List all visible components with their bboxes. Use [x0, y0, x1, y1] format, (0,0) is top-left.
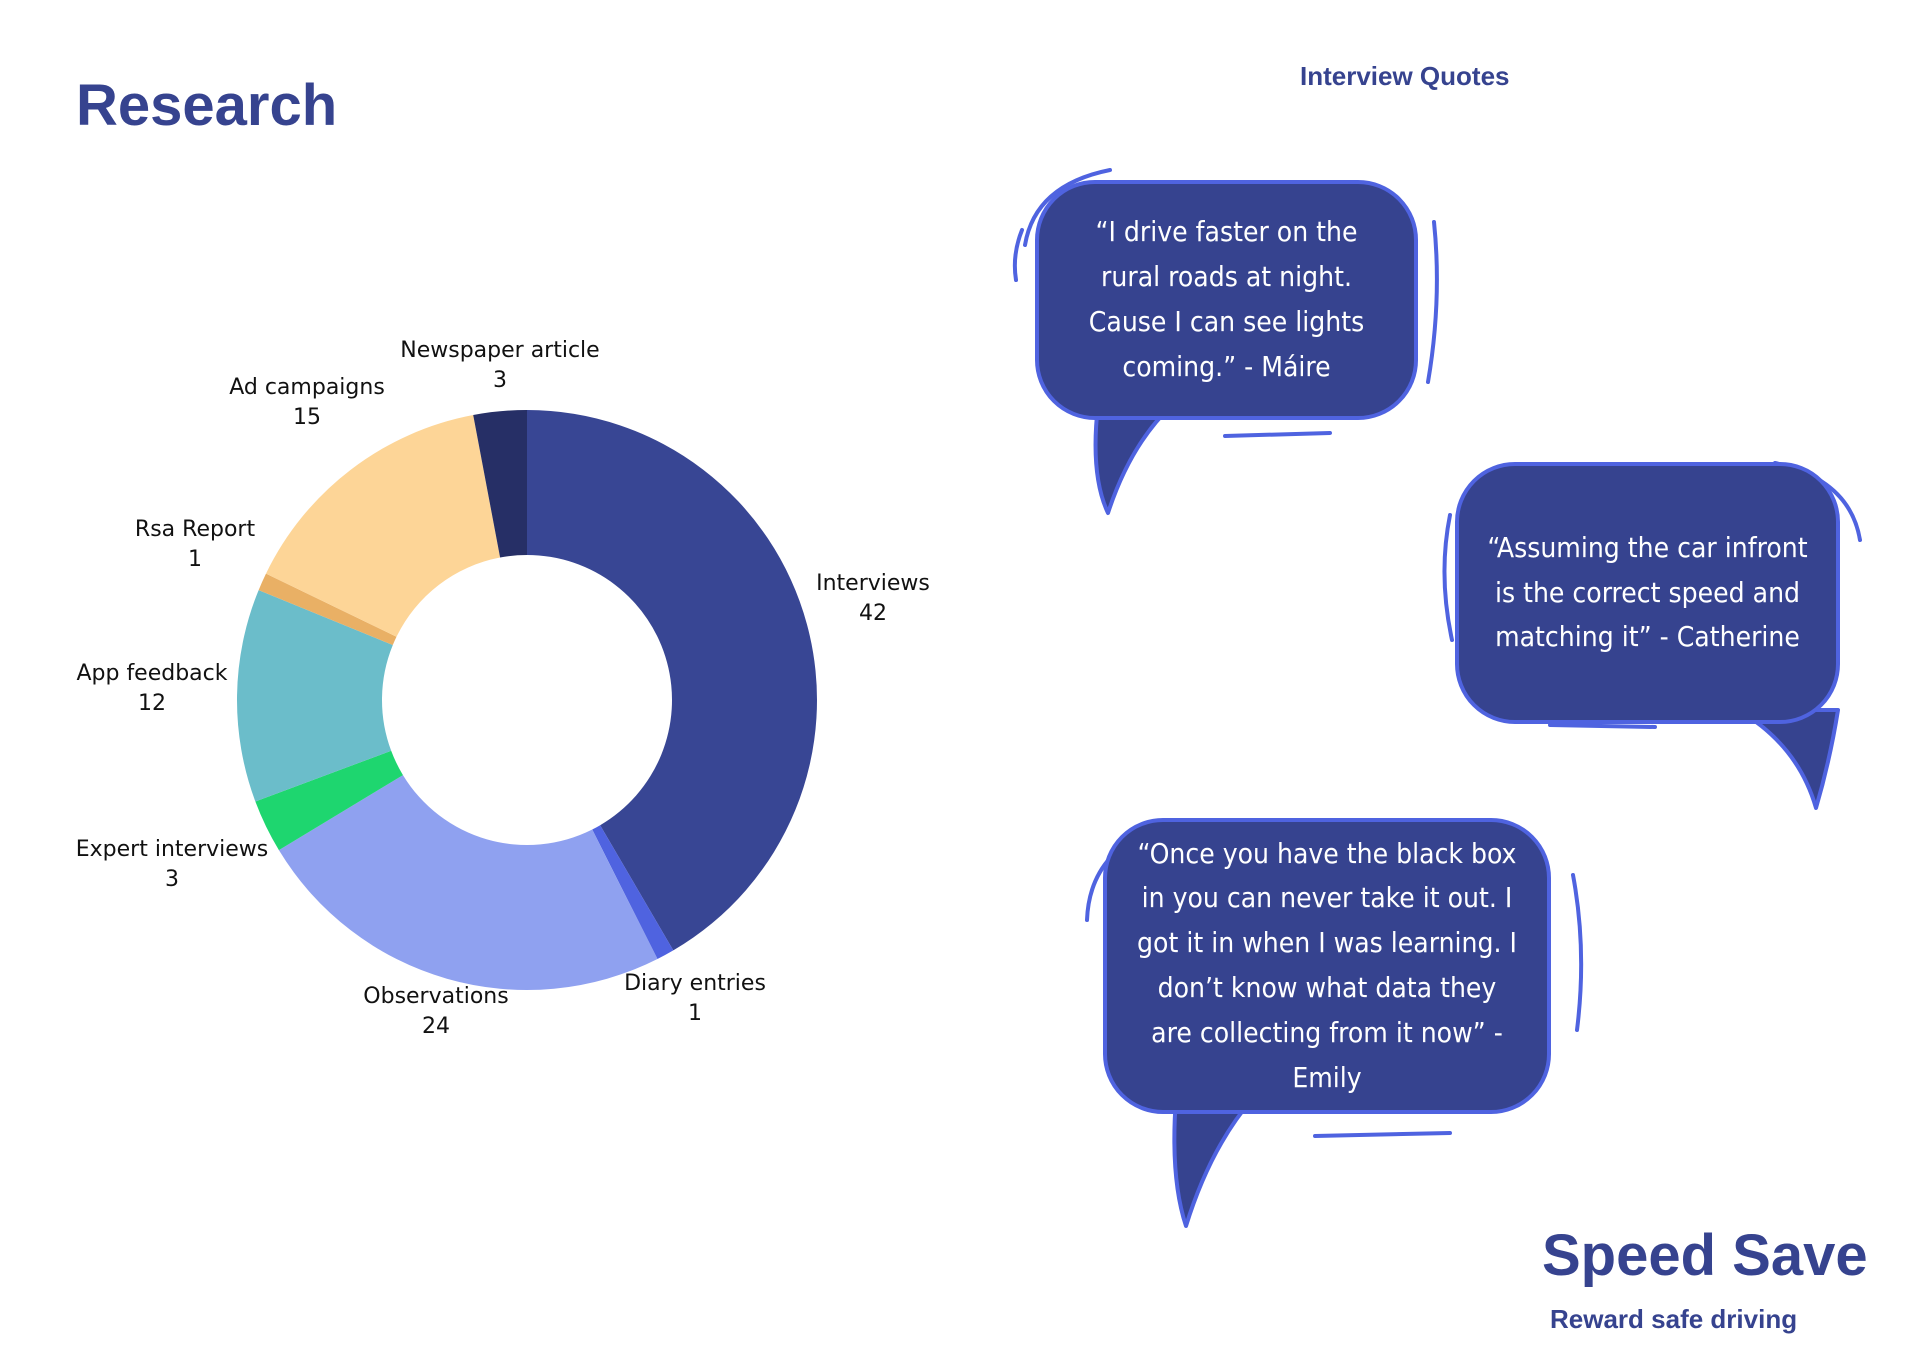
- slice-label-value: 1: [688, 1001, 702, 1026]
- slice-label-value: 3: [165, 867, 179, 892]
- donut-slice-expert-interviews: [255, 750, 403, 851]
- bubble-tail: [1093, 403, 1174, 515]
- donut-slice-app-feedback: [236, 590, 393, 802]
- quotes-heading: Interview Quotes: [1300, 61, 1510, 91]
- quote-bubble-catherine: “Assuming the car infront is the correct…: [1455, 462, 1840, 724]
- quote-text: “Once you have the black box in you can …: [1137, 836, 1517, 1094]
- slice-label-value: 12: [138, 691, 166, 716]
- brand-name: Speed Save: [1542, 1223, 1868, 1288]
- slice-label-name: App feedback: [76, 661, 227, 686]
- slice-label-value: 24: [422, 1014, 450, 1039]
- slice-label-name: Newspaper article: [400, 338, 599, 363]
- slice-label-value: 42: [859, 601, 887, 626]
- slice-label-name: Ad campaigns: [229, 375, 385, 400]
- donut-slice-diary-entries: [592, 825, 674, 960]
- bubble-tail: [1736, 708, 1840, 810]
- bubble-tail: [1172, 1096, 1255, 1228]
- brand-tagline: Reward safe driving: [1550, 1304, 1798, 1334]
- slice-label-value: 3: [493, 368, 507, 393]
- donut-slice-observations: [278, 775, 658, 991]
- slice-label-name: Rsa Report: [135, 517, 256, 542]
- slice-label-value: 1: [188, 547, 202, 572]
- slice-label-name: Observations: [363, 984, 508, 1009]
- donut-slice-newspaper-article: [473, 410, 527, 558]
- quote-text: “I drive faster on the rural roads at ni…: [1088, 215, 1365, 383]
- donut-slice-rsa-report: [258, 573, 397, 646]
- bubble-scribble: [1012, 168, 1439, 438]
- slice-label-name: Diary entries: [624, 971, 766, 996]
- page-title: Research: [76, 73, 338, 138]
- quote-text: “Assuming the car infront is the correct…: [1487, 530, 1808, 654]
- slice-label-name: Expert interviews: [76, 837, 268, 862]
- slice-label-value: 15: [293, 405, 321, 430]
- donut-slice-interviews: [527, 410, 817, 951]
- quote-bubble-maire: “I drive faster on the rural roads at ni…: [1035, 180, 1418, 420]
- slice-label-name: Interviews: [816, 571, 930, 596]
- donut-slice-ad-campaigns: [265, 415, 501, 637]
- donut-chart: Interviews 42 Diary entries 1 Observations 24…: [76, 338, 930, 1039]
- quote-bubble-emily: “Once you have the black box in you can …: [1103, 818, 1551, 1114]
